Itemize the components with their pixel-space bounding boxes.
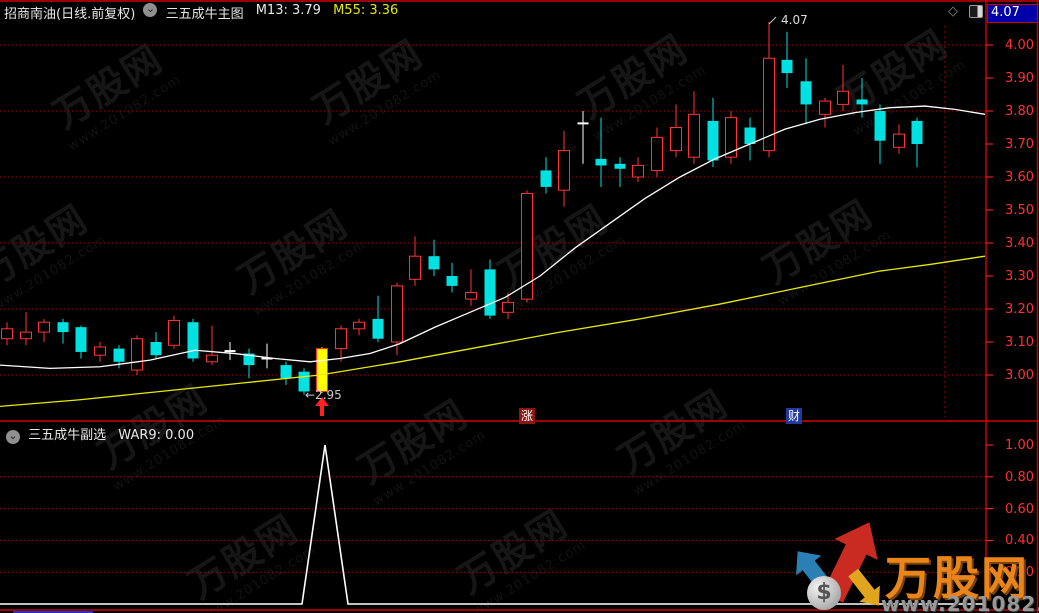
candle	[819, 100, 831, 115]
indicator-name: 三五成牛主图	[165, 7, 244, 22]
toolbar-icons: ◇	[948, 4, 984, 19]
high-price-annotation: 4.07	[781, 13, 808, 27]
low-price-annotation: ←2.95	[305, 388, 342, 402]
logo-site-name: 万股网	[885, 551, 1029, 605]
price-axis-label: 3.30	[1005, 269, 1034, 284]
candle	[428, 256, 440, 270]
price-axis-label: 3.10	[1005, 335, 1034, 350]
candle	[744, 127, 756, 144]
event-tag-cai: 财	[786, 408, 803, 424]
chevron-down-icon[interactable]: ⌄	[143, 3, 158, 17]
price-axis-label: 3.00	[1005, 368, 1034, 383]
price-axis-label: 3.50	[1005, 203, 1034, 218]
candle	[725, 117, 737, 158]
candle	[243, 353, 255, 366]
latest-price-tag: 4.07	[987, 4, 1038, 23]
main-chart-header: 招商南油(日线.前复权) ⌄ 三五成牛主图 M13: 3.79 M55: 3.3…	[4, 3, 399, 23]
candle	[57, 322, 69, 333]
candle	[391, 285, 403, 343]
candle	[874, 111, 886, 141]
chevron-down-icon[interactable]: ⌄	[6, 430, 20, 444]
sub-indicator-name: 三五成牛副选	[28, 428, 107, 443]
price-axis-label: 3.60	[1005, 170, 1034, 185]
candle	[168, 320, 180, 346]
price-axis-label: 3.20	[1005, 302, 1034, 317]
candle	[465, 292, 477, 300]
indicator-axis-label: 0.60	[1005, 501, 1034, 517]
site-logo: $ 万股网 www.201082.com	[793, 520, 1039, 613]
candle	[206, 354, 218, 363]
price-axis-label: 3.40	[1005, 236, 1034, 251]
candle	[94, 346, 106, 356]
indicator-axis-label: 0.20	[1005, 565, 1034, 581]
price-axis-label: 4.00	[1005, 38, 1034, 53]
candle	[187, 322, 199, 359]
candle	[893, 133, 905, 148]
candle	[280, 365, 292, 379]
candle	[856, 99, 868, 105]
price-axis-label: 3.80	[1005, 104, 1034, 119]
signal-candle	[316, 348, 328, 393]
price-axis-label: 3.70	[1005, 137, 1034, 152]
candle	[75, 327, 87, 352]
candle	[372, 318, 384, 339]
ma55-value: M55: 3.36	[333, 3, 399, 18]
candle	[558, 150, 570, 191]
candle	[781, 59, 793, 74]
war9-value: WAR9: 0.00	[118, 428, 195, 443]
candle	[446, 276, 458, 286]
symbol-title: 招商南油(日线.前复权)	[4, 7, 136, 22]
price-axis-label: 3.90	[1005, 71, 1034, 86]
candle	[150, 342, 162, 356]
candle	[707, 120, 719, 161]
candle	[688, 113, 700, 158]
candle	[595, 158, 607, 166]
candle	[521, 193, 533, 300]
logo-site-url: www.201082.com	[881, 592, 1039, 613]
buy-signal-arrow-icon	[315, 397, 329, 416]
indicator-axis-label: 1.00	[1005, 438, 1034, 453]
sub-panel-header: ⌄ 三五成牛副选 WAR9: 0.00	[2, 424, 195, 444]
candle	[670, 127, 682, 152]
candle	[502, 301, 514, 313]
diamond-icon[interactable]: ◇	[948, 4, 958, 19]
candle	[837, 90, 849, 105]
candle	[131, 338, 143, 371]
candle	[651, 136, 663, 171]
event-tag-zhang: 涨	[519, 408, 536, 424]
candle	[20, 331, 32, 340]
candle	[911, 120, 923, 144]
candle	[113, 348, 125, 362]
ma55-line	[0, 255, 986, 407]
candle	[540, 170, 552, 187]
candle	[353, 321, 365, 330]
candle	[800, 81, 812, 105]
indicator-axis-label: 0.40	[1005, 533, 1034, 549]
candle	[298, 371, 310, 392]
candle	[614, 163, 626, 169]
ma13-value: M13: 3.79	[255, 3, 321, 18]
war9-line	[0, 444, 985, 605]
candle	[763, 57, 775, 152]
indicator-axis-label: 0.80	[1005, 469, 1034, 485]
candle	[632, 164, 644, 178]
candle	[409, 255, 421, 280]
ma13-line	[0, 105, 986, 370]
split-square-icon[interactable]	[969, 5, 984, 18]
candle	[38, 321, 50, 333]
candle	[1, 328, 13, 340]
candle	[484, 269, 496, 316]
candle	[335, 328, 347, 350]
logo-dollar-icon: $	[807, 576, 841, 610]
